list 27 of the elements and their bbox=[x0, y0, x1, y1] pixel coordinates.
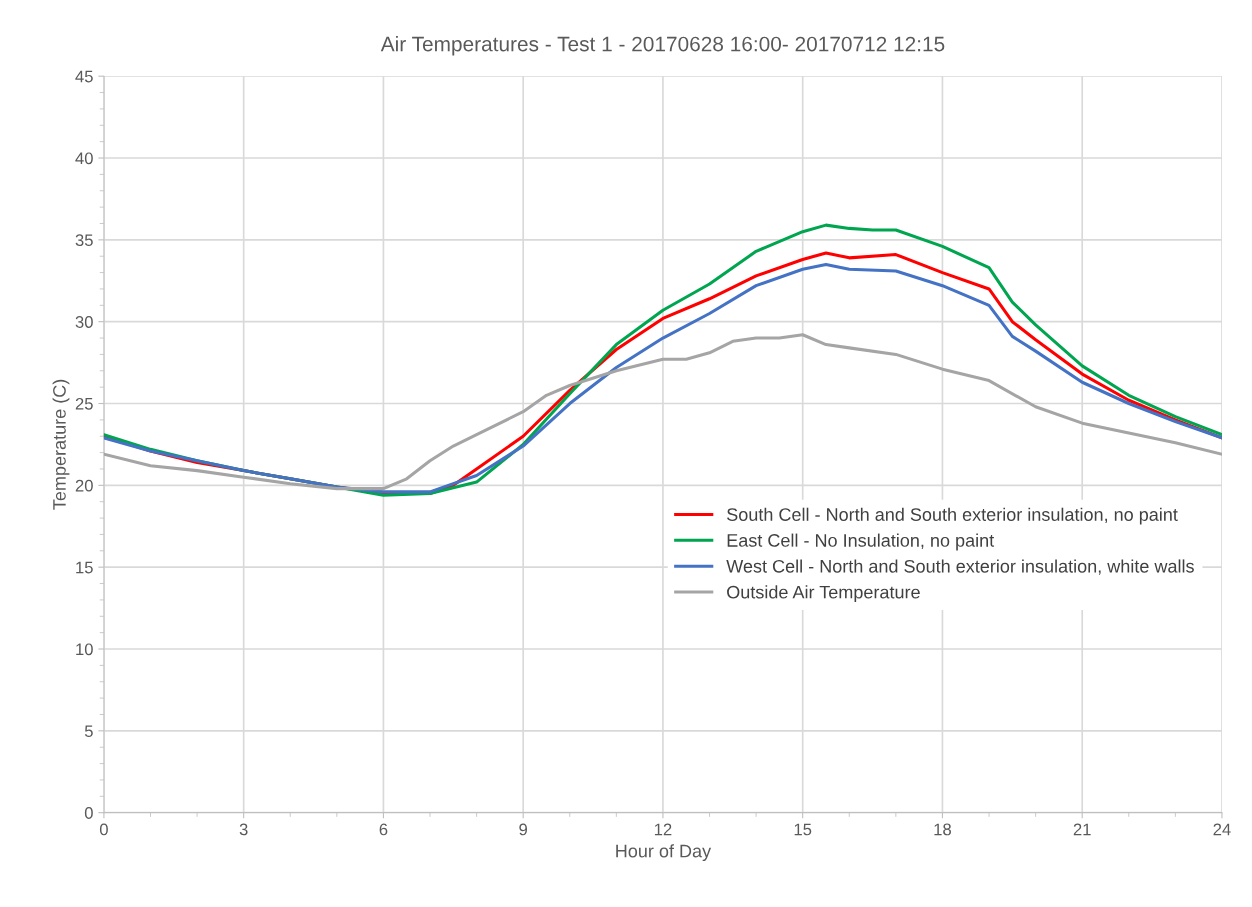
x-tick-label: 15 bbox=[794, 823, 812, 836]
x-tick-label: 9 bbox=[519, 823, 528, 836]
y-tick-label: 40 bbox=[75, 152, 93, 165]
x-tick-label: 21 bbox=[1073, 823, 1091, 836]
y-tick-label: 0 bbox=[84, 807, 93, 819]
y-tick-label: 35 bbox=[75, 234, 93, 247]
y-tick-label: 10 bbox=[76, 643, 93, 656]
x-tick-label: 6 bbox=[379, 823, 388, 836]
y-axis-title: Temperature (C) bbox=[52, 379, 70, 510]
x-tick-label: 12 bbox=[654, 823, 672, 836]
y-tick-label: 30 bbox=[75, 316, 93, 328]
x-tick-label: 0 bbox=[99, 823, 108, 836]
legend-label: West Cell - North and South exterior insulation, white walls bbox=[726, 559, 1194, 575]
x-axis-title: Hour of Day bbox=[616, 844, 712, 862]
y-tick-label: 5 bbox=[84, 725, 93, 738]
y-tick-label: 15 bbox=[76, 561, 93, 574]
y-tick-label: 20 bbox=[75, 479, 93, 492]
x-tick-label: 24 bbox=[1213, 823, 1231, 836]
x-tick-label: 18 bbox=[934, 823, 951, 836]
legend-label: East Cell - No Insulation, no paint bbox=[727, 533, 995, 551]
legend-label: South Cell - North and South exterior insulation, no paint bbox=[727, 507, 1178, 525]
legend-label: Outside Air Temperature bbox=[727, 585, 920, 603]
chart-title: Air Temperatures - Test 1 - 20170628 16:00- 20170712 12:15 bbox=[380, 36, 945, 56]
x-tick-label: 3 bbox=[239, 823, 248, 836]
y-tick-label: 45 bbox=[75, 70, 93, 83]
y-tick-label: 25 bbox=[75, 397, 93, 410]
line-series bbox=[103, 333, 1222, 491]
